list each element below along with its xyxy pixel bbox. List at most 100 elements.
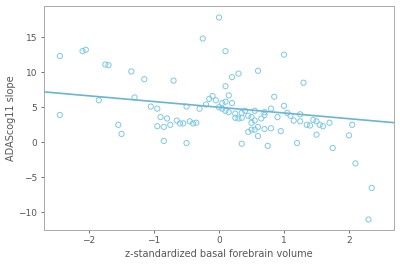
Point <box>170 78 177 83</box>
Point <box>222 109 229 113</box>
Point <box>297 112 304 116</box>
Point <box>248 121 255 125</box>
Point <box>203 102 209 107</box>
Point <box>287 114 294 118</box>
Point <box>164 116 170 121</box>
Point <box>349 123 356 127</box>
Point <box>284 111 290 115</box>
Point <box>57 54 63 58</box>
Point <box>258 116 264 121</box>
Point <box>154 107 160 111</box>
Point <box>186 119 193 123</box>
Point <box>96 98 102 102</box>
Point <box>209 94 216 98</box>
Point <box>245 130 252 134</box>
Point <box>238 142 245 146</box>
Point <box>183 141 190 145</box>
Point <box>310 118 316 122</box>
Point <box>232 112 238 116</box>
Point <box>248 115 255 119</box>
Point <box>196 107 203 111</box>
Point <box>160 125 167 129</box>
Point <box>212 98 219 102</box>
Point <box>255 125 261 129</box>
Point <box>245 114 252 118</box>
Point <box>365 217 372 222</box>
Point <box>157 115 164 119</box>
Point <box>313 132 320 137</box>
Point <box>174 118 180 123</box>
Point <box>281 52 287 57</box>
Point <box>148 104 154 109</box>
Y-axis label: ADAScog11 slope: ADAScog11 slope <box>6 75 16 161</box>
Point <box>167 123 174 127</box>
Point <box>300 81 307 85</box>
Point <box>177 121 183 126</box>
Point <box>346 133 352 138</box>
Point <box>352 161 359 166</box>
Point <box>294 141 300 145</box>
Point <box>160 139 167 143</box>
Point <box>368 186 375 190</box>
X-axis label: z-standardized basal forebrain volume: z-standardized basal forebrain volume <box>125 249 313 259</box>
Point <box>83 48 89 52</box>
Point <box>290 118 297 123</box>
Point <box>115 123 122 127</box>
Point <box>264 144 271 148</box>
Point <box>57 113 63 117</box>
Point <box>79 49 86 53</box>
Point <box>307 123 313 128</box>
Point <box>226 93 232 98</box>
Point <box>261 113 268 117</box>
Point <box>261 127 268 131</box>
Point <box>219 101 226 105</box>
Point <box>216 105 222 109</box>
Point <box>304 123 310 127</box>
Point <box>255 69 261 73</box>
Point <box>252 109 258 113</box>
Point <box>200 36 206 41</box>
Point <box>281 104 287 108</box>
Point <box>326 121 333 125</box>
Point <box>330 146 336 150</box>
Point <box>238 116 245 120</box>
Point <box>252 127 258 132</box>
Point <box>180 121 186 126</box>
Point <box>235 116 242 121</box>
Point <box>252 118 258 123</box>
Point <box>274 115 281 119</box>
Point <box>278 129 284 133</box>
Point <box>105 63 112 67</box>
Point <box>222 49 229 53</box>
Point <box>154 124 160 128</box>
Point <box>261 110 268 114</box>
Point <box>222 84 229 88</box>
Point <box>232 116 238 120</box>
Point <box>222 100 229 104</box>
Point <box>229 75 235 79</box>
Point <box>235 72 242 76</box>
Point <box>216 15 222 20</box>
Point <box>238 111 245 115</box>
Point <box>226 110 232 114</box>
Point <box>255 134 261 138</box>
Point <box>141 77 148 81</box>
Point <box>206 97 212 101</box>
Point <box>268 126 274 130</box>
Point <box>128 69 134 74</box>
Point <box>193 121 200 125</box>
Point <box>229 101 235 105</box>
Point <box>268 107 274 111</box>
Point <box>320 124 326 128</box>
Point <box>248 127 255 132</box>
Point <box>219 107 226 111</box>
Point <box>271 95 278 99</box>
Point <box>242 109 248 113</box>
Point <box>102 62 108 67</box>
Point <box>297 119 304 123</box>
Point <box>183 104 190 109</box>
Point <box>313 119 320 123</box>
Point <box>131 95 138 100</box>
Point <box>190 121 196 126</box>
Point <box>316 123 323 127</box>
